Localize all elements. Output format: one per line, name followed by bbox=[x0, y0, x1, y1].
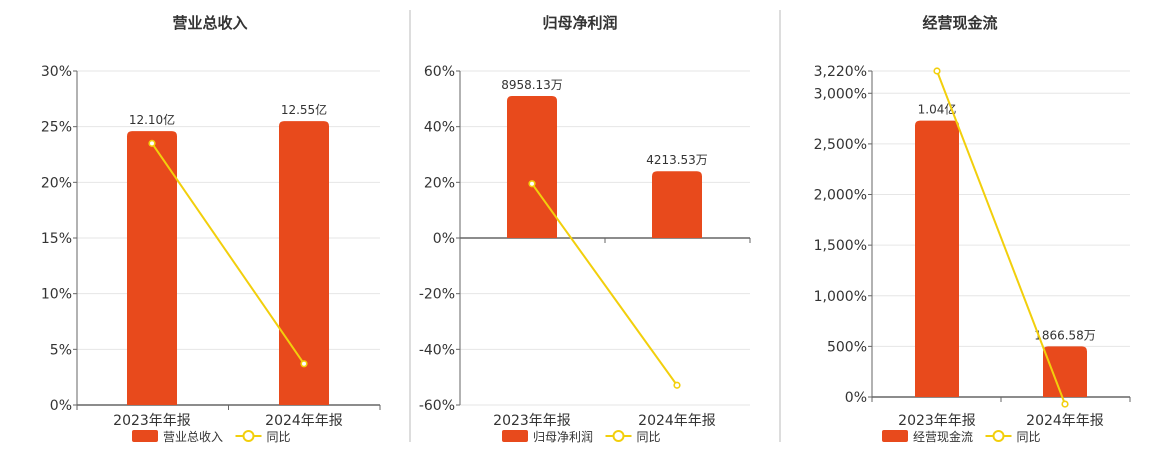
chart-2-ytick-label: 500% bbox=[827, 339, 867, 355]
chart-1-legend-bar-swatch bbox=[502, 430, 528, 442]
chart-1-legend-bar-label: 归母净利润 bbox=[533, 430, 593, 444]
chart-2-ytick-label: 2,000% bbox=[814, 188, 867, 204]
chart-2-yoy-point-0 bbox=[933, 67, 941, 75]
chart-1-bar-1 bbox=[652, 171, 702, 238]
chart-2-xtick-label-0: 2023年年报 bbox=[898, 413, 976, 429]
chart-2-yoy-line bbox=[936, 70, 1066, 405]
chart-2-bar-label-0: 1.04亿 bbox=[918, 102, 957, 117]
chart-2-ytick-label: 0% bbox=[845, 390, 867, 406]
chart-1-bar-label-0: 8958.13万 bbox=[501, 78, 563, 92]
chart-0-ytick-label: 25% bbox=[41, 120, 72, 136]
chart-1-ytick-label: 60% bbox=[424, 64, 455, 80]
chart-2-bar-1 bbox=[1043, 346, 1087, 397]
chart-0-yoy-point-1 bbox=[300, 360, 308, 368]
chart-2-ytick-label: 2,500% bbox=[814, 137, 867, 153]
chart-0-legend-bar-swatch bbox=[132, 430, 158, 442]
chart-1-ytick-label: 20% bbox=[424, 175, 455, 191]
chart-1-yoy-line bbox=[531, 183, 678, 386]
chart-0-yoy-point-0 bbox=[148, 139, 156, 147]
chart-1-ytick-label: -40% bbox=[419, 342, 455, 358]
chart-0-legend-line-label: 同比 bbox=[267, 430, 291, 444]
chart-1-ytick-label: -20% bbox=[419, 287, 455, 303]
chart-1-yoy-point-0 bbox=[528, 180, 536, 188]
chart-0-ytick-label: 15% bbox=[41, 231, 72, 247]
chart-0-yoy-line bbox=[151, 142, 305, 365]
chart-0-xtick-label-1: 2024年年报 bbox=[265, 413, 343, 429]
chart-1-legend-line-marker bbox=[612, 430, 625, 442]
chart-0-title: 营业总收入 bbox=[172, 14, 247, 32]
chart-1-xtick-label-0: 2023年年报 bbox=[493, 413, 571, 429]
chart-2-legend-line-marker bbox=[992, 430, 1005, 442]
chart-2-ytick-label: 3,000% bbox=[814, 86, 867, 102]
chart-0-bar-label-0: 12.10亿 bbox=[129, 112, 175, 127]
chart-0-xtick-label-0: 2023年年报 bbox=[113, 413, 191, 429]
chart-0-ytick-label: 0% bbox=[50, 398, 72, 414]
chart-2-legend-bar-swatch bbox=[882, 430, 908, 442]
chart-2-xtick-label-1: 2024年年报 bbox=[1026, 413, 1104, 429]
chart-1-ytick-label: 40% bbox=[424, 120, 455, 136]
chart-2-legend-bar-label: 经营现金流 bbox=[913, 429, 973, 444]
chart-0-bar-label-1: 12.55亿 bbox=[281, 102, 327, 117]
chart-0-bar-0 bbox=[127, 131, 177, 405]
chart-0-legend-line-marker bbox=[242, 430, 255, 442]
chart-1-ytick-label: 0% bbox=[433, 231, 455, 247]
chart-0-bar-1 bbox=[279, 121, 329, 405]
chart-0-ytick-label: 10% bbox=[41, 287, 72, 303]
chart-0-ytick-label: 20% bbox=[41, 175, 72, 191]
chart-2-ytick-label: 1,000% bbox=[814, 289, 867, 305]
chart-2-title: 经营现金流 bbox=[922, 14, 997, 32]
chart-1-bar-label-1: 4213.53万 bbox=[646, 153, 708, 167]
chart-0-ytick-label: 30% bbox=[41, 64, 72, 80]
chart-1-ytick-label: -60% bbox=[419, 398, 455, 414]
chart-1-title: 归母净利润 bbox=[542, 14, 617, 32]
chart-1-xtick-label-1: 2024年年报 bbox=[638, 413, 716, 429]
chart-2-legend-line-label: 同比 bbox=[1017, 430, 1041, 444]
chart-1-yoy-point-1 bbox=[673, 381, 681, 389]
chart-2-ytick-label: 1,500% bbox=[814, 238, 867, 254]
chart-2-bar-label-1: 1866.58万 bbox=[1034, 328, 1096, 342]
chart-2-yoy-point-1 bbox=[1061, 400, 1069, 408]
chart-0-ytick-label: 5% bbox=[50, 342, 72, 358]
chart-1-bar-0 bbox=[507, 96, 557, 238]
chart-1-legend-line-label: 同比 bbox=[637, 430, 661, 444]
chart-2-bar-0 bbox=[915, 120, 959, 397]
chart-2-ytick-top-label: 3,220% bbox=[814, 64, 867, 80]
chart-0-legend-bar-label: 营业总收入 bbox=[163, 430, 223, 444]
